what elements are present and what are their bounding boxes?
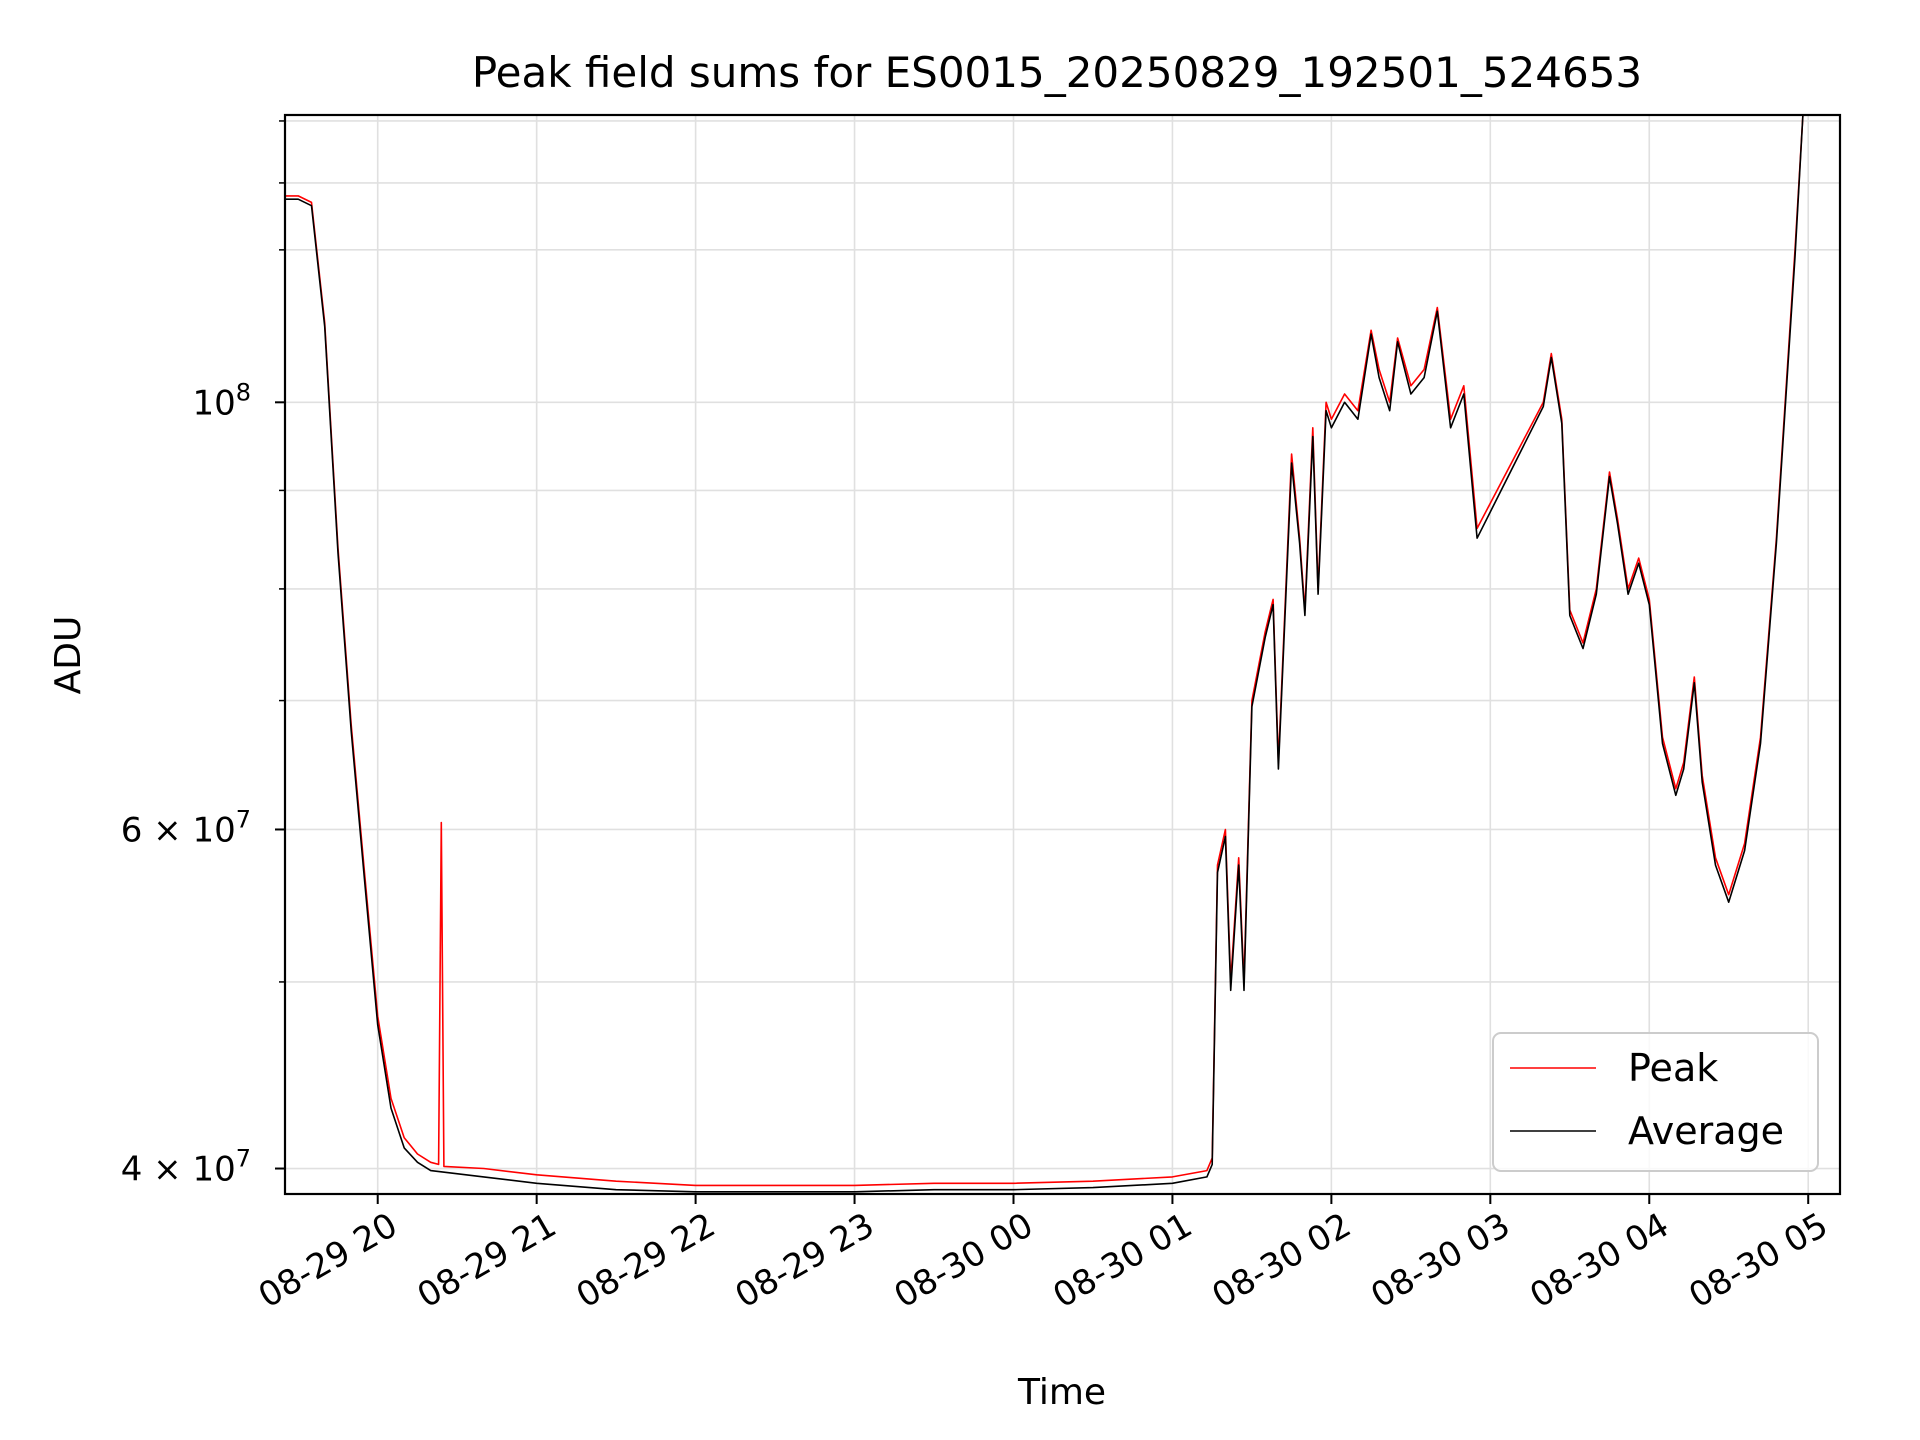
series-lines <box>285 114 1804 1193</box>
y-axis: 4 × 107 6 × 107 108 <box>121 120 285 1190</box>
grid-lines <box>285 115 1840 1194</box>
plot-frame <box>283 113 1842 1196</box>
y-tick-label: 4 × 107 <box>121 1145 251 1190</box>
series-line-average <box>285 114 1804 1193</box>
legend: Peak Average <box>1492 1032 1819 1172</box>
legend-label-peak: Peak <box>1628 1046 1718 1090</box>
chart-title: Peak field sums for ES0015_20250829_1925… <box>472 48 1642 97</box>
y-tick-label: 108 <box>192 378 251 423</box>
y-tick-label: 6 × 107 <box>121 805 251 850</box>
x-axis-title: Time <box>1017 1372 1106 1413</box>
legend-label-average: Average <box>1628 1109 1784 1153</box>
y-axis-title: ADU <box>48 616 89 695</box>
